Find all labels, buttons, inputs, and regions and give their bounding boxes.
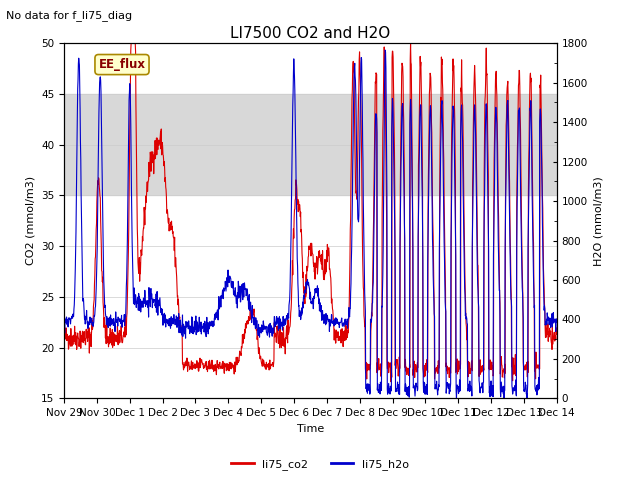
li75_co2: [60, 332, 68, 337]
li75_co2: [495, 239, 503, 244]
li75_co2: [127, 40, 135, 46]
li75_co2: [387, 379, 394, 384]
li75_co2: [387, 361, 395, 367]
Line: li75_h2o: li75_h2o: [64, 50, 557, 398]
li75_h2o: [495, 253, 502, 259]
Legend: li75_co2, li75_h2o: li75_co2, li75_h2o: [227, 455, 413, 474]
li75_co2: [553, 330, 561, 336]
Y-axis label: CO2 (mmol/m3): CO2 (mmol/m3): [26, 176, 35, 265]
li75_h2o: [387, 388, 394, 394]
li75_h2o: [381, 47, 389, 53]
Title: LI7500 CO2 and H2O: LI7500 CO2 and H2O: [230, 25, 390, 41]
Text: EE_flux: EE_flux: [99, 58, 145, 71]
li75_co2: [158, 142, 166, 148]
li75_h2o: [553, 319, 561, 325]
li75_h2o: [500, 396, 508, 401]
Line: li75_co2: li75_co2: [64, 43, 557, 382]
Bar: [64, 94, 557, 195]
li75_h2o: [170, 313, 177, 319]
Y-axis label: H2O (mmol/m3): H2O (mmol/m3): [593, 176, 604, 265]
li75_co2: [225, 368, 233, 374]
Text: No data for f_li75_diag: No data for f_li75_diag: [6, 10, 132, 21]
li75_h2o: [225, 273, 232, 278]
li75_h2o: [60, 314, 68, 320]
li75_h2o: [451, 199, 459, 204]
li75_co2: [170, 235, 178, 241]
li75_h2o: [158, 312, 166, 318]
li75_co2: [452, 178, 460, 184]
X-axis label: Time: Time: [297, 424, 324, 433]
